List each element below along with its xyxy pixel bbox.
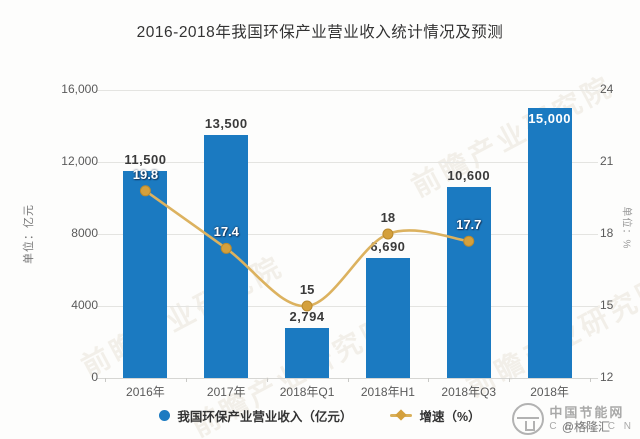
bar-value-label: 15,000	[528, 111, 571, 126]
x-axis-label: 2018年	[530, 385, 569, 399]
y-axis-tick-right: 24	[600, 82, 614, 96]
gridline	[97, 306, 598, 307]
left-axis-title: 单位：亿元	[23, 204, 35, 264]
right-axis-title: 单位：%	[620, 206, 632, 250]
bar-2017年	[204, 135, 249, 378]
y-axis-tick-left: 12,000	[61, 154, 98, 168]
legend-diamond-line-swatch-icon	[390, 414, 413, 417]
x-axis-tick	[266, 378, 268, 382]
x-axis-label: 2018年Q3	[441, 385, 497, 399]
growth-value-label: 18	[380, 210, 396, 225]
legend-item-revenue: 我国环保产业营业收入（亿元）	[159, 406, 352, 425]
byline-watermark: @格隆汇	[561, 420, 610, 434]
y-axis-tick-left: 16,000	[61, 82, 98, 96]
line-marker-icon	[463, 235, 475, 247]
ces-logo-icon	[512, 403, 545, 435]
y-axis-tick-right: 15	[600, 298, 614, 312]
x-axis-tick	[428, 378, 430, 382]
legend-label-revenue: 我国环保产业营业收入（亿元）	[177, 410, 353, 424]
x-axis-tick	[347, 378, 349, 382]
growth-line-chart	[139, 185, 475, 312]
line-marker-icon	[220, 242, 232, 254]
y-axis-tick-left: 8000	[71, 226, 98, 240]
growth-value-label: 19.8	[132, 166, 159, 182]
x-axis-tick	[509, 378, 511, 382]
growth-value-label: 15	[299, 282, 315, 297]
line-marker-icon	[382, 228, 394, 240]
gridline	[97, 90, 598, 91]
legend-item-growth: 增速（%）	[390, 406, 481, 425]
chart-title: 2016-2018年我国环保产业营业收入统计情况及预测	[136, 24, 504, 41]
bar-2018年	[527, 108, 572, 378]
growth-value-label: 17.7	[456, 217, 482, 233]
y-axis-tick-left: 4000	[71, 298, 98, 312]
bar-value-label: 13,500	[204, 116, 248, 131]
legend-circle-swatch-icon	[159, 410, 171, 421]
x-axis-label: 2018年H1	[360, 385, 415, 399]
bar-value-label: 11,500	[124, 152, 167, 167]
legend-label-growth: 增速（%）	[419, 410, 481, 424]
x-axis-tick	[185, 378, 187, 382]
bar-value-label: 6,690	[370, 238, 406, 254]
y-axis-tick-left: 0	[91, 370, 98, 384]
y-axis-tick-right: 21	[600, 154, 614, 168]
gridline	[97, 234, 598, 235]
x-axis-label: 2016年	[126, 385, 165, 399]
bar-value-label: 2,794	[289, 308, 325, 324]
bar-2016年	[123, 171, 168, 378]
x-axis-label: 2017年	[206, 385, 246, 399]
logo-title: 中国节能网	[549, 404, 625, 420]
gridline	[97, 162, 598, 163]
line-marker-icon	[139, 185, 151, 197]
x-axis-tick	[105, 378, 106, 382]
logo-subtitle: C E S . C N	[549, 420, 634, 432]
growth-value-label: 17.4	[213, 224, 239, 240]
x-axis-tick	[590, 378, 591, 382]
bar-value-label: 10,600	[447, 168, 491, 184]
ces-watermark-logo: 中国节能网 C E S . C N	[512, 403, 634, 435]
bar-2018年Q1	[285, 327, 330, 378]
x-axis-label: 2018年Q1	[279, 385, 335, 399]
line-marker-icon	[301, 300, 313, 312]
y-axis-tick-right: 12	[600, 370, 614, 384]
bar-2018年H1	[365, 257, 410, 378]
legend: 我国环保产业营业收入（亿元） 增速（%）	[0, 406, 640, 425]
y-axis-tick-right: 18	[600, 226, 614, 240]
bar-2018年Q3	[446, 187, 491, 378]
